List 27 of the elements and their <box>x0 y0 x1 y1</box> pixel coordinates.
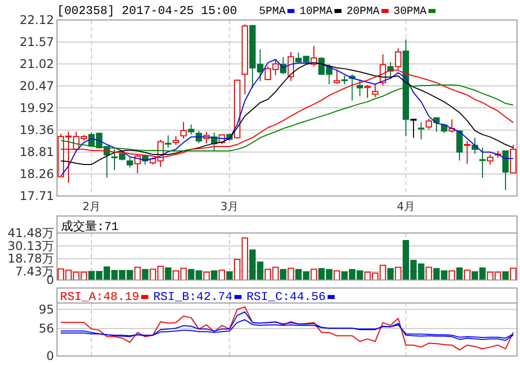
legend-label: RSI_B:42.74 <box>153 290 232 304</box>
y-tick-label: 19.36 <box>20 123 54 138</box>
y-tick-label: 21.57 <box>20 34 54 49</box>
legend-label: RSI_A:48.19 <box>60 290 140 304</box>
y-tick-label: 18.78万 <box>8 252 54 266</box>
legend-label: RSI_C:44.56 <box>246 290 326 304</box>
y-tick-label: 18.26 <box>20 167 54 182</box>
x-tick-label: 2月 <box>82 200 100 213</box>
y-tick-label: 56 <box>38 322 54 336</box>
legend-label: 20PMA <box>346 6 380 18</box>
y-tick-label: 20.47 <box>20 78 54 93</box>
y-tick-label: 21.02 <box>20 56 54 71</box>
y-tick-label: 18.81 <box>20 145 54 160</box>
y-tick-label: 95 <box>38 302 54 316</box>
y-tick-label: 41.48万 <box>8 226 54 240</box>
y-tick-label: 0 <box>46 349 54 363</box>
chart-title: [002358] 2017-04-25 15:00 <box>57 4 238 18</box>
y-tick-label: 22.12 <box>20 13 54 27</box>
x-tick-label: 4月 <box>396 200 415 213</box>
y-tick-label: 30.13万 <box>8 238 54 253</box>
y-tick-label: 19.92 <box>20 100 54 115</box>
y-tick-label: 17.71 <box>20 189 54 203</box>
x-tick-label: 3月 <box>220 200 238 213</box>
legend-label: 5PMA <box>259 6 286 18</box>
chart-title: 成交量:71 <box>61 219 119 234</box>
legend-label: 10PMA <box>299 6 333 18</box>
legend-label: 30PMA <box>393 6 427 18</box>
